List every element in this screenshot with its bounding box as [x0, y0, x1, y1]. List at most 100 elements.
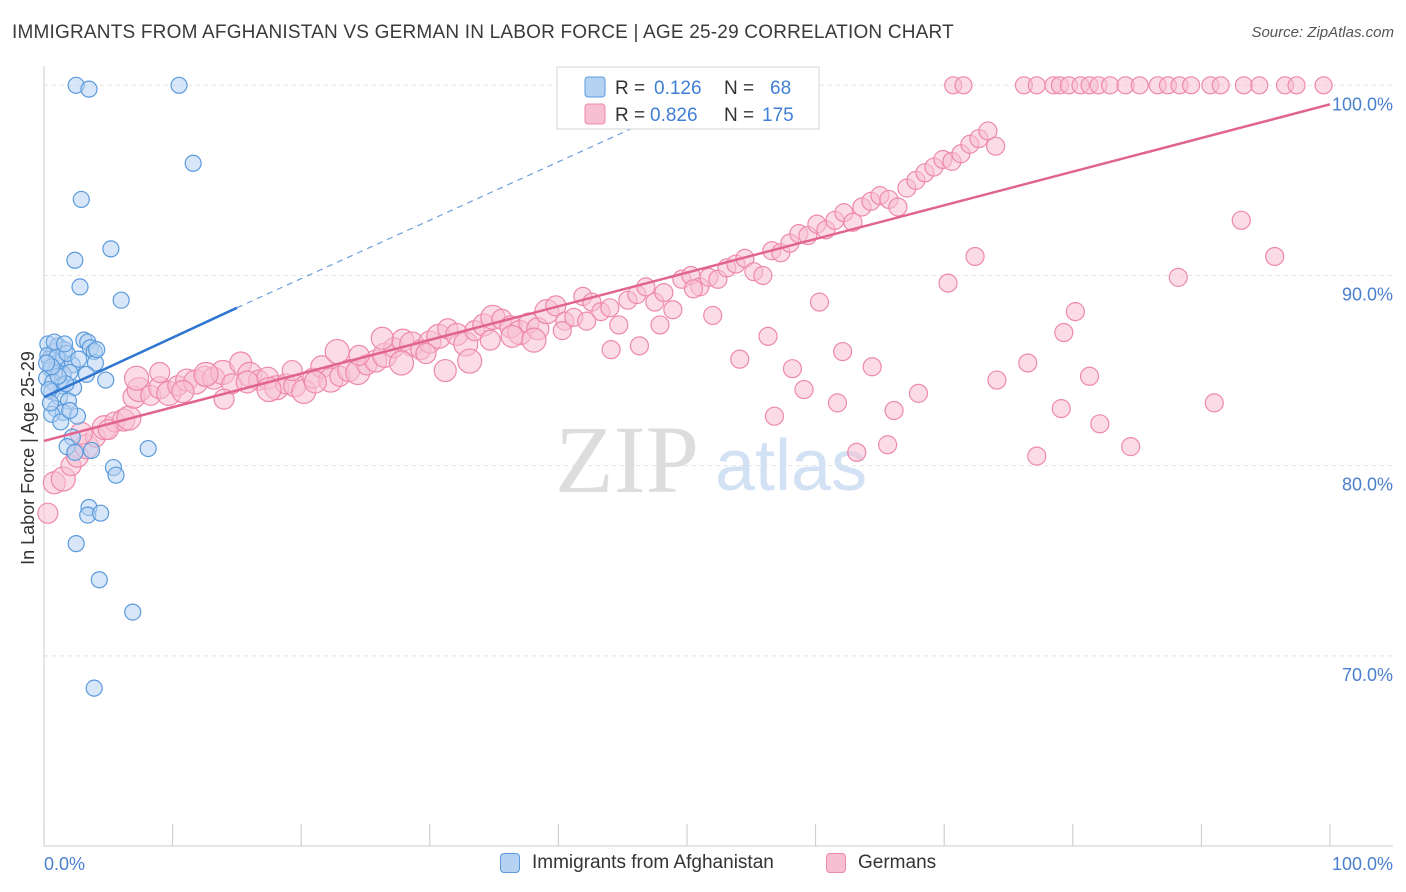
- germans-point: [683, 279, 704, 299]
- legend-item-afghanistan: Immigrants from Afghanistan: [500, 852, 774, 874]
- germans-point: [521, 327, 547, 353]
- germans-point: [1265, 246, 1285, 267]
- afghanistan-point: [66, 251, 84, 269]
- germans-point: [654, 282, 674, 303]
- afghanistan-point: [71, 278, 89, 296]
- legend-label-germans: Germans: [858, 852, 937, 873]
- axes: [43, 66, 1393, 847]
- afghanistan-point: [107, 466, 125, 484]
- germans-point: [954, 76, 973, 95]
- germans-point: [1234, 76, 1253, 95]
- germans-point: [965, 246, 985, 267]
- germans-point: [987, 370, 1007, 390]
- germans-point: [629, 336, 650, 356]
- legend-r-label-1: R =: [615, 78, 645, 99]
- germans-point: [1027, 446, 1047, 466]
- germans-point: [193, 361, 219, 387]
- watermark-atlas: atlas: [715, 426, 867, 506]
- germans-point: [650, 315, 670, 335]
- legend-swatch-germans: [826, 853, 846, 873]
- legend-n-label-1: N =: [724, 78, 754, 99]
- germans-point: [1287, 76, 1306, 95]
- germans-point: [123, 365, 150, 391]
- germans-point: [703, 305, 723, 326]
- afghanistan-point: [97, 371, 115, 389]
- afghanistan-point: [82, 441, 101, 460]
- afghanistan-point: [80, 80, 98, 98]
- germans-point: [388, 350, 415, 376]
- germans-point: [986, 136, 1006, 156]
- germans-point: [878, 435, 898, 455]
- germans-point: [888, 197, 908, 217]
- afghanistan-points: [37, 76, 202, 697]
- afghanistan-point: [85, 679, 103, 697]
- y-tick-label: 80.0%: [1342, 475, 1393, 495]
- germans-point: [753, 265, 773, 286]
- y-axis-label: In Labor Force | Age 25-29: [18, 351, 38, 565]
- germans-point: [552, 321, 572, 341]
- source-credit: Source: ZipAtlas.com: [1251, 24, 1394, 41]
- germans-point: [827, 393, 848, 413]
- afghanistan-point: [90, 571, 108, 589]
- legend-n-value-1: 68: [770, 78, 791, 99]
- germans-point: [600, 298, 620, 318]
- germans-point: [1051, 399, 1071, 419]
- germans-point: [758, 326, 778, 346]
- legend-swatch-blue: [584, 76, 606, 98]
- afghanistan-point: [112, 291, 130, 309]
- afghanistan-point: [102, 240, 120, 258]
- afghanistan-point: [55, 335, 74, 353]
- afghanistan-point: [61, 401, 79, 420]
- legend-n-value-2: 175: [762, 105, 794, 126]
- afghanistan-point: [70, 350, 88, 368]
- legend-item-germans: Germans: [826, 852, 936, 874]
- watermark-zip: ZIP: [555, 406, 699, 513]
- germans-point: [1182, 76, 1201, 95]
- germans-points: [37, 76, 1333, 524]
- germans-point: [609, 315, 629, 335]
- chart-title: IMMIGRANTS FROM AFGHANISTAN VS GERMAN IN…: [12, 22, 954, 43]
- germans-point: [884, 400, 904, 421]
- germans-point: [149, 361, 171, 384]
- afghanistan-point: [91, 504, 110, 522]
- germans-point: [843, 212, 863, 232]
- afghanistan-point: [67, 535, 85, 553]
- afghanistan-point: [124, 603, 142, 621]
- legend-label-afghanistan: Immigrants from Afghanistan: [532, 852, 774, 873]
- germans-point: [500, 324, 524, 348]
- legend-r-value-1: 0.126: [654, 78, 702, 99]
- afghanistan-point: [37, 354, 56, 372]
- germans-point: [37, 502, 59, 524]
- germans-point: [457, 348, 483, 374]
- afghanistan-point: [88, 341, 106, 359]
- germans-point: [601, 340, 621, 360]
- y-tick-labels: 70.0% 80.0% 90.0% 100.0%: [1332, 94, 1393, 685]
- germans-point: [847, 442, 867, 462]
- germans-point: [730, 349, 750, 369]
- germans-point: [794, 379, 814, 400]
- germans-point: [978, 121, 998, 141]
- germans-point: [370, 326, 394, 350]
- germans-point: [1090, 414, 1110, 434]
- series-legend: Immigrants from Afghanistan Germans: [0, 850, 1406, 880]
- germans-point: [1018, 353, 1038, 373]
- germans-point: [782, 359, 803, 379]
- afghanistan-point: [184, 154, 202, 172]
- germans-point: [1079, 366, 1100, 386]
- afghanistan-trend-solid: [43, 306, 238, 399]
- afghanistan-point: [72, 190, 90, 209]
- germans-point: [1314, 76, 1333, 95]
- germans-point: [908, 383, 929, 403]
- y-tick-label: 100.0%: [1332, 94, 1393, 114]
- germans-point: [324, 338, 350, 365]
- germans-point: [1250, 76, 1269, 95]
- legend-swatch-afghanistan: [500, 853, 520, 873]
- afghanistan-point: [170, 76, 188, 94]
- legend-r-value-2: 0.826: [650, 105, 698, 126]
- afghanistan-point: [139, 439, 157, 458]
- germans-point: [809, 292, 830, 312]
- correlation-legend: R = 0.126 N = 68 R = 0.826 N = 175: [556, 66, 820, 130]
- y-tick-label: 70.0%: [1342, 665, 1393, 685]
- germans-point: [833, 341, 853, 362]
- germans-point: [1231, 210, 1251, 230]
